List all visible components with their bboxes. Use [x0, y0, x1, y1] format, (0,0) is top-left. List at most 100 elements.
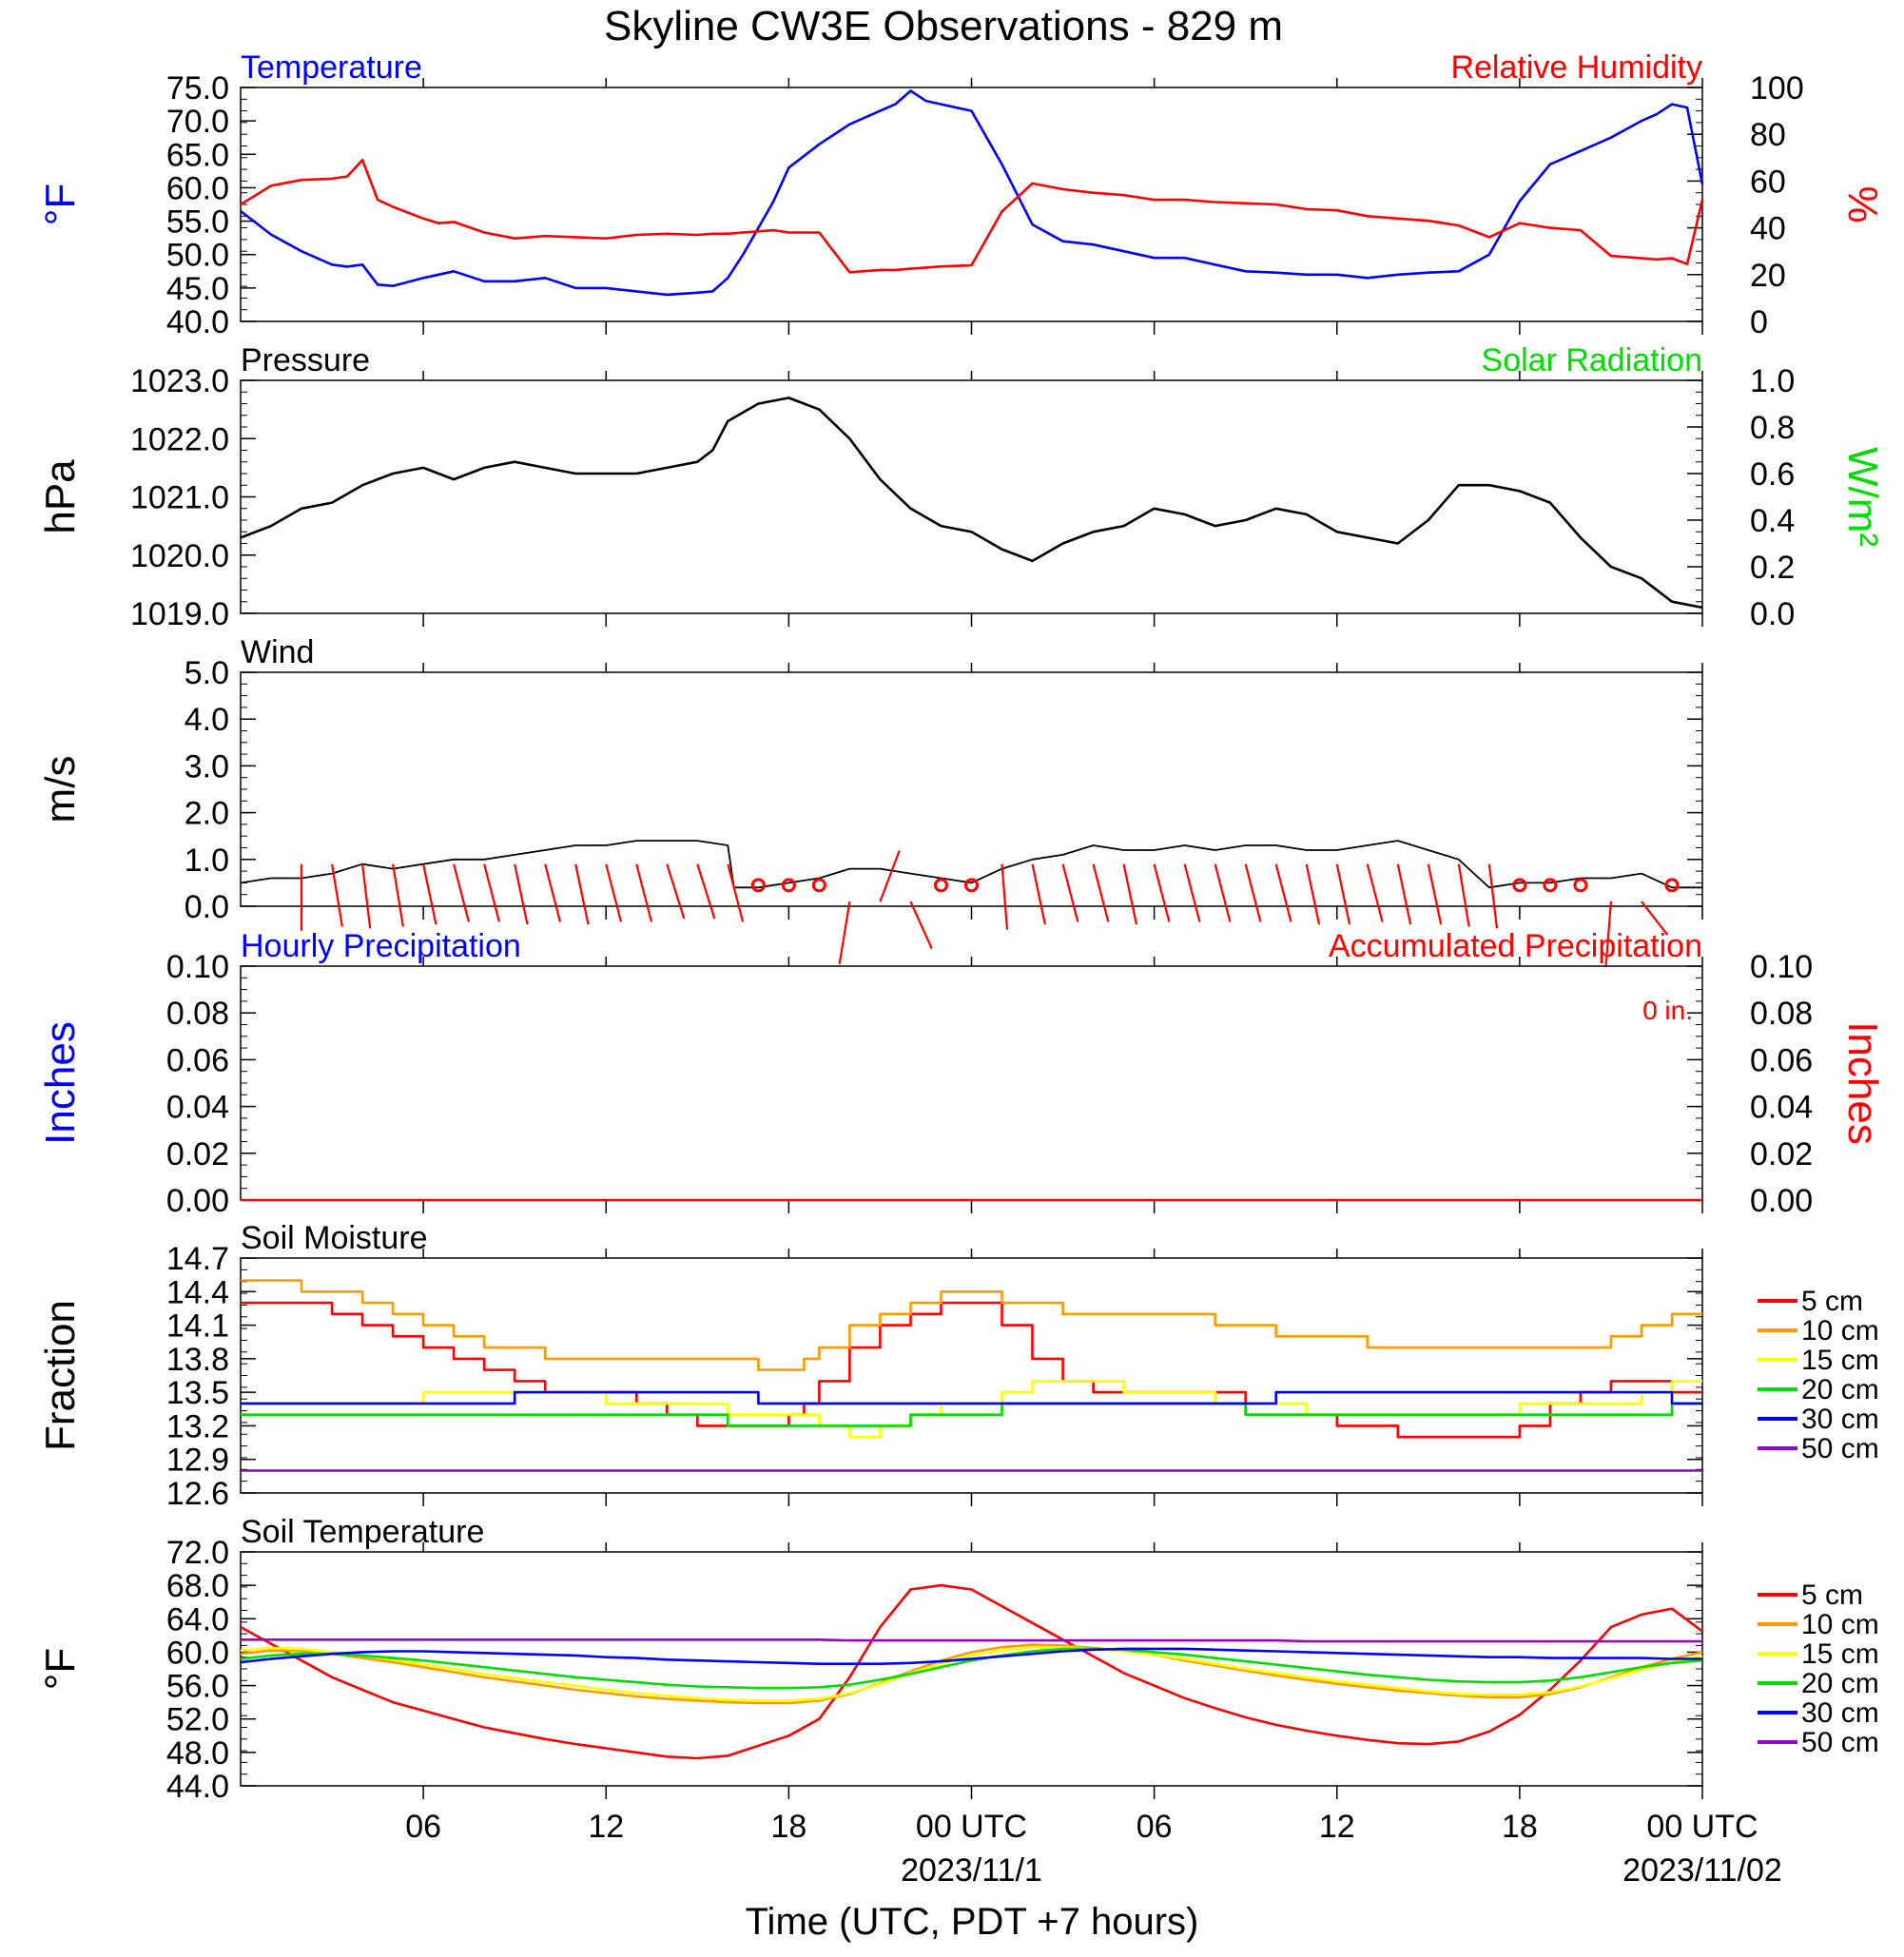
plot-frame	[240, 87, 1703, 322]
calm-wind-marker	[750, 878, 766, 893]
panel-title-right: Accumulated Precipitation	[1329, 928, 1702, 964]
y-tick-label-left: 0.02	[166, 1136, 229, 1172]
y-axis-label-left: Fraction	[37, 1300, 84, 1451]
x-axis-labels: 06 12 18 00 UTC 2023/11/1 06 12 18 00 UTC 2023/11…	[405, 1809, 1782, 1889]
calm-wind-marker	[1573, 878, 1588, 893]
x-tick-label: 00 UTC	[1646, 1809, 1758, 1845]
panel-title-left: Soil Moisture	[241, 1220, 428, 1256]
legend-label: 15 cm	[1801, 1638, 1879, 1670]
y-tick-label-left: 1020.0	[130, 538, 229, 574]
y-tick-label-left: 0.06	[166, 1042, 229, 1078]
wind-barb	[1214, 863, 1232, 922]
y-tick-label-left: 0.00	[166, 1183, 229, 1219]
wind-barb	[422, 863, 437, 925]
calm-wind-marker	[964, 878, 979, 893]
series-line-20-cm	[240, 1647, 1703, 1690]
y-tick-label-right: 0	[1750, 304, 1768, 340]
y-tick-label-left: 70.0	[166, 104, 229, 140]
wind-barb	[483, 863, 500, 922]
y-tick-label-left: 1.0	[185, 843, 229, 879]
series-line-pressure	[240, 397, 1703, 610]
panel-soil_temp: 44.048.052.056.060.064.068.072.0 Soil Tem…	[37, 1514, 1879, 1805]
wind-barb	[1092, 863, 1110, 922]
y-tick-label-left: 3.0	[185, 748, 229, 785]
legend-label: 50 cm	[1801, 1727, 1879, 1758]
y-tick-label-right: 1.0	[1750, 363, 1795, 399]
wind-barb	[1153, 863, 1171, 922]
y-tick-label-left: 1022.0	[130, 421, 229, 457]
panel-title-left: Hourly Precipitation	[241, 928, 521, 964]
y-tick-label-left: 75.0	[166, 70, 229, 107]
y-tick-label-left: 0.08	[166, 996, 229, 1032]
panel-title-left: Soil Temperature	[241, 1514, 484, 1550]
y-tick-label-right: 0.4	[1750, 503, 1795, 539]
y-tick-label-left: 64.0	[166, 1601, 229, 1637]
x-tick-date-label: 2023/11/1	[901, 1852, 1042, 1889]
wind-barb	[1604, 901, 1613, 968]
legend-label: 5 cm	[1801, 1579, 1863, 1611]
y-tick-label-left: 68.0	[166, 1568, 229, 1604]
series-line-30-cm	[240, 1647, 1702, 1665]
y-tick-label-left: 0.10	[166, 949, 229, 985]
y-tick-label-left: 0.0	[185, 889, 229, 925]
series-line-5-cm	[240, 1583, 1703, 1760]
y-tick-label-right: 0.04	[1750, 1090, 1813, 1126]
y-tick-label-left: 13.2	[166, 1408, 229, 1444]
y-tick-label-left: 0.04	[166, 1090, 229, 1126]
y-tick-label-left: 12.6	[166, 1476, 229, 1512]
wind-barb	[1427, 863, 1443, 925]
legend-label: 30 cm	[1801, 1697, 1879, 1729]
x-axis-label: Time (UTC, PDT +7 hours)	[746, 1901, 1199, 1943]
y-tick-label-right: 0.0	[1750, 596, 1795, 632]
chart-title: Skyline CW3E Observations - 829 m	[604, 3, 1283, 49]
series-line-10-cm	[240, 1643, 1703, 1705]
y-tick-label-left: 52.0	[166, 1702, 229, 1738]
wind-barb	[1061, 863, 1079, 922]
legend-label: 5 cm	[1801, 1286, 1863, 1317]
panel-title-left: Temperature	[241, 49, 422, 86]
y-axis-label-right: %	[1839, 185, 1886, 223]
series-line-15-cm	[241, 1380, 1702, 1439]
y-tick-label-left: 45.0	[166, 271, 229, 307]
y-tick-label-left: 14.1	[166, 1308, 229, 1345]
y-tick-label-left: 12.9	[166, 1443, 229, 1479]
calm-wind-marker	[1512, 878, 1527, 893]
y-tick-label-left: 4.0	[185, 702, 229, 738]
series-line-temperature	[240, 89, 1704, 297]
y-tick-label-right: 100	[1750, 70, 1804, 107]
precip-total: 0 in.	[1642, 996, 1693, 1025]
y-tick-label-right: 0.8	[1750, 410, 1795, 446]
y-tick-label-left: 5.0	[185, 655, 229, 691]
x-tick-label: 06	[1137, 1809, 1173, 1845]
y-tick-label-left: 56.0	[166, 1669, 229, 1705]
wind-barb	[544, 863, 562, 922]
y-tick-label-right: 0.02	[1750, 1136, 1813, 1172]
wind-barb	[1031, 863, 1046, 925]
y-tick-label-left: 48.0	[166, 1735, 229, 1772]
calm-wind-marker	[1664, 878, 1680, 893]
wind-barb	[1122, 863, 1137, 925]
panel-soil_moisture: 12.612.913.213.513.814.114.414.7 Soil Moi…	[37, 1220, 1879, 1512]
y-tick-label-right: 20	[1750, 258, 1786, 294]
legend-label: 30 cm	[1801, 1404, 1879, 1435]
legend-label: 10 cm	[1801, 1315, 1879, 1347]
x-tick-label: 06	[405, 1809, 441, 1845]
wind-barb	[666, 863, 686, 920]
series-line-15-cm	[240, 1645, 1703, 1702]
panel-title-right: Relative Humidity	[1450, 49, 1702, 86]
plot-frame	[240, 671, 1703, 907]
y-tick-label-left: 1021.0	[130, 480, 229, 516]
wind-barb	[360, 863, 372, 929]
y-tick-label-right: 0.10	[1750, 949, 1813, 985]
wind-barb	[727, 863, 745, 922]
y-tick-label-left: 44.0	[166, 1769, 229, 1805]
wind-barb	[392, 863, 404, 927]
y-tick-label-right: 0.6	[1750, 456, 1795, 493]
wind-barb	[1457, 863, 1470, 927]
y-tick-label-left: 1023.0	[130, 363, 229, 399]
y-tick-label-left: 14.7	[166, 1241, 229, 1277]
legend-label: 20 cm	[1801, 1374, 1879, 1405]
y-tick-label-right: 40	[1750, 211, 1786, 247]
y-axis-label-left: °F	[37, 1648, 84, 1690]
wind-barb	[1335, 863, 1351, 925]
